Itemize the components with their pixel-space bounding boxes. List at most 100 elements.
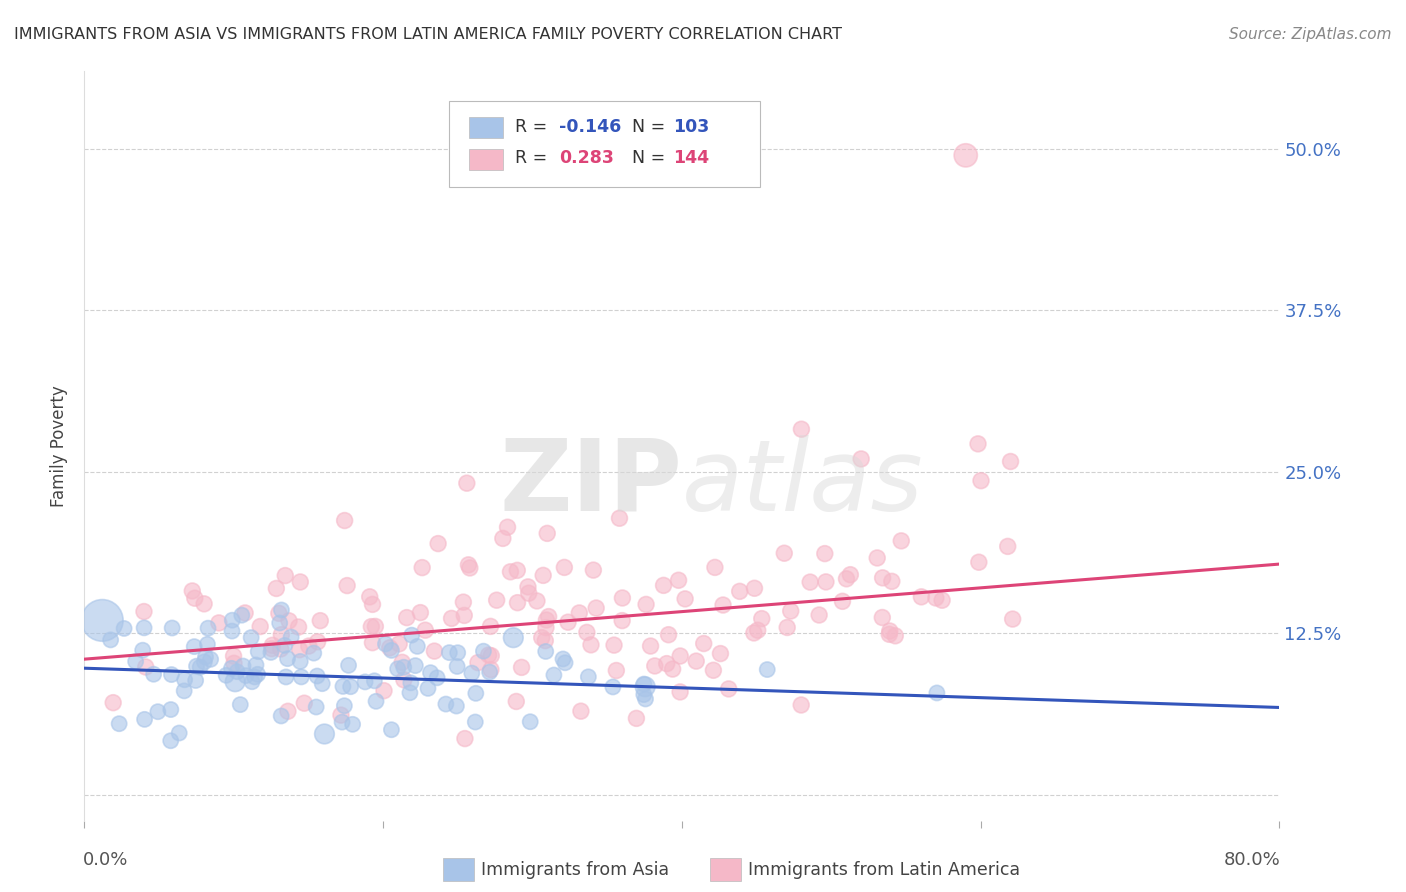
FancyBboxPatch shape [470, 117, 503, 138]
Point [644, 659, 666, 673]
Point [159, 733, 181, 747]
Point [453, 595, 475, 609]
Point [240, 631, 263, 645]
Point [575, 625, 598, 640]
Point [879, 624, 901, 638]
Point [193, 655, 215, 669]
Point [439, 646, 461, 660]
Point [103, 696, 125, 710]
Point [215, 668, 238, 682]
Point [851, 451, 873, 466]
Point [925, 686, 948, 700]
Point [160, 702, 183, 716]
Point [173, 673, 195, 687]
Point [799, 575, 821, 590]
Point [458, 561, 481, 575]
Point [751, 612, 773, 626]
Point [194, 650, 217, 665]
Point [266, 582, 288, 596]
Point [183, 640, 205, 654]
Point [553, 560, 575, 574]
Point [260, 641, 283, 656]
Text: N =: N = [631, 118, 671, 136]
Point [773, 546, 796, 560]
Point [890, 533, 912, 548]
Point [364, 619, 387, 633]
Point [866, 550, 889, 565]
Point [409, 606, 432, 620]
Point [612, 591, 634, 605]
Point [479, 619, 502, 633]
Point [506, 596, 529, 610]
Text: atlas: atlas [682, 435, 924, 532]
Text: R =: R = [515, 118, 553, 136]
Point [339, 680, 361, 694]
Point [224, 674, 246, 689]
Point [634, 692, 657, 706]
Point [506, 563, 529, 577]
Text: 0.283: 0.283 [558, 149, 613, 168]
Point [333, 698, 356, 713]
Point [602, 680, 624, 694]
Point [184, 673, 207, 688]
Point [399, 686, 422, 700]
Point [134, 712, 156, 726]
Point [711, 598, 734, 612]
Point [657, 628, 679, 642]
Point [835, 572, 858, 586]
Text: Immigrants from Asia: Immigrants from Asia [481, 861, 669, 879]
Point [955, 148, 977, 162]
Point [634, 680, 657, 694]
Y-axis label: Family Poverty: Family Poverty [51, 385, 69, 507]
Text: Source: ZipAtlas.com: Source: ZipAtlas.com [1229, 27, 1392, 42]
Point [626, 711, 648, 725]
Point [456, 476, 478, 491]
Point [1001, 612, 1024, 626]
Point [307, 669, 329, 683]
Point [91, 614, 114, 628]
Point [728, 584, 751, 599]
Point [193, 597, 215, 611]
Point [173, 684, 195, 698]
Point [245, 657, 267, 672]
Point [605, 664, 627, 678]
Point [534, 633, 557, 648]
Point [661, 662, 683, 676]
Point [280, 630, 302, 644]
Point [274, 670, 297, 684]
Point [534, 621, 557, 635]
Point [222, 657, 245, 671]
Point [332, 680, 354, 694]
Point [612, 614, 634, 628]
Point [790, 698, 813, 712]
Point [585, 601, 607, 615]
Text: N =: N = [631, 149, 671, 168]
Point [790, 422, 813, 436]
Point [309, 614, 332, 628]
Point [231, 608, 253, 623]
Point [160, 667, 183, 681]
Point [311, 676, 333, 690]
FancyBboxPatch shape [449, 102, 759, 187]
Point [464, 686, 486, 700]
Point [536, 613, 558, 627]
Point [270, 603, 292, 617]
Point [273, 639, 295, 653]
Point [530, 631, 553, 645]
Point [1000, 454, 1022, 468]
Point [233, 606, 256, 620]
Point [240, 674, 263, 689]
Point [302, 646, 325, 660]
Point [298, 639, 321, 653]
Point [776, 620, 799, 634]
Point [277, 651, 299, 665]
Point [330, 708, 353, 723]
Point [221, 661, 243, 675]
Point [517, 586, 540, 600]
Point [633, 677, 655, 691]
Point [270, 642, 292, 657]
Point [401, 628, 423, 642]
Point [910, 590, 932, 604]
Point [685, 654, 707, 668]
Point [142, 667, 165, 681]
